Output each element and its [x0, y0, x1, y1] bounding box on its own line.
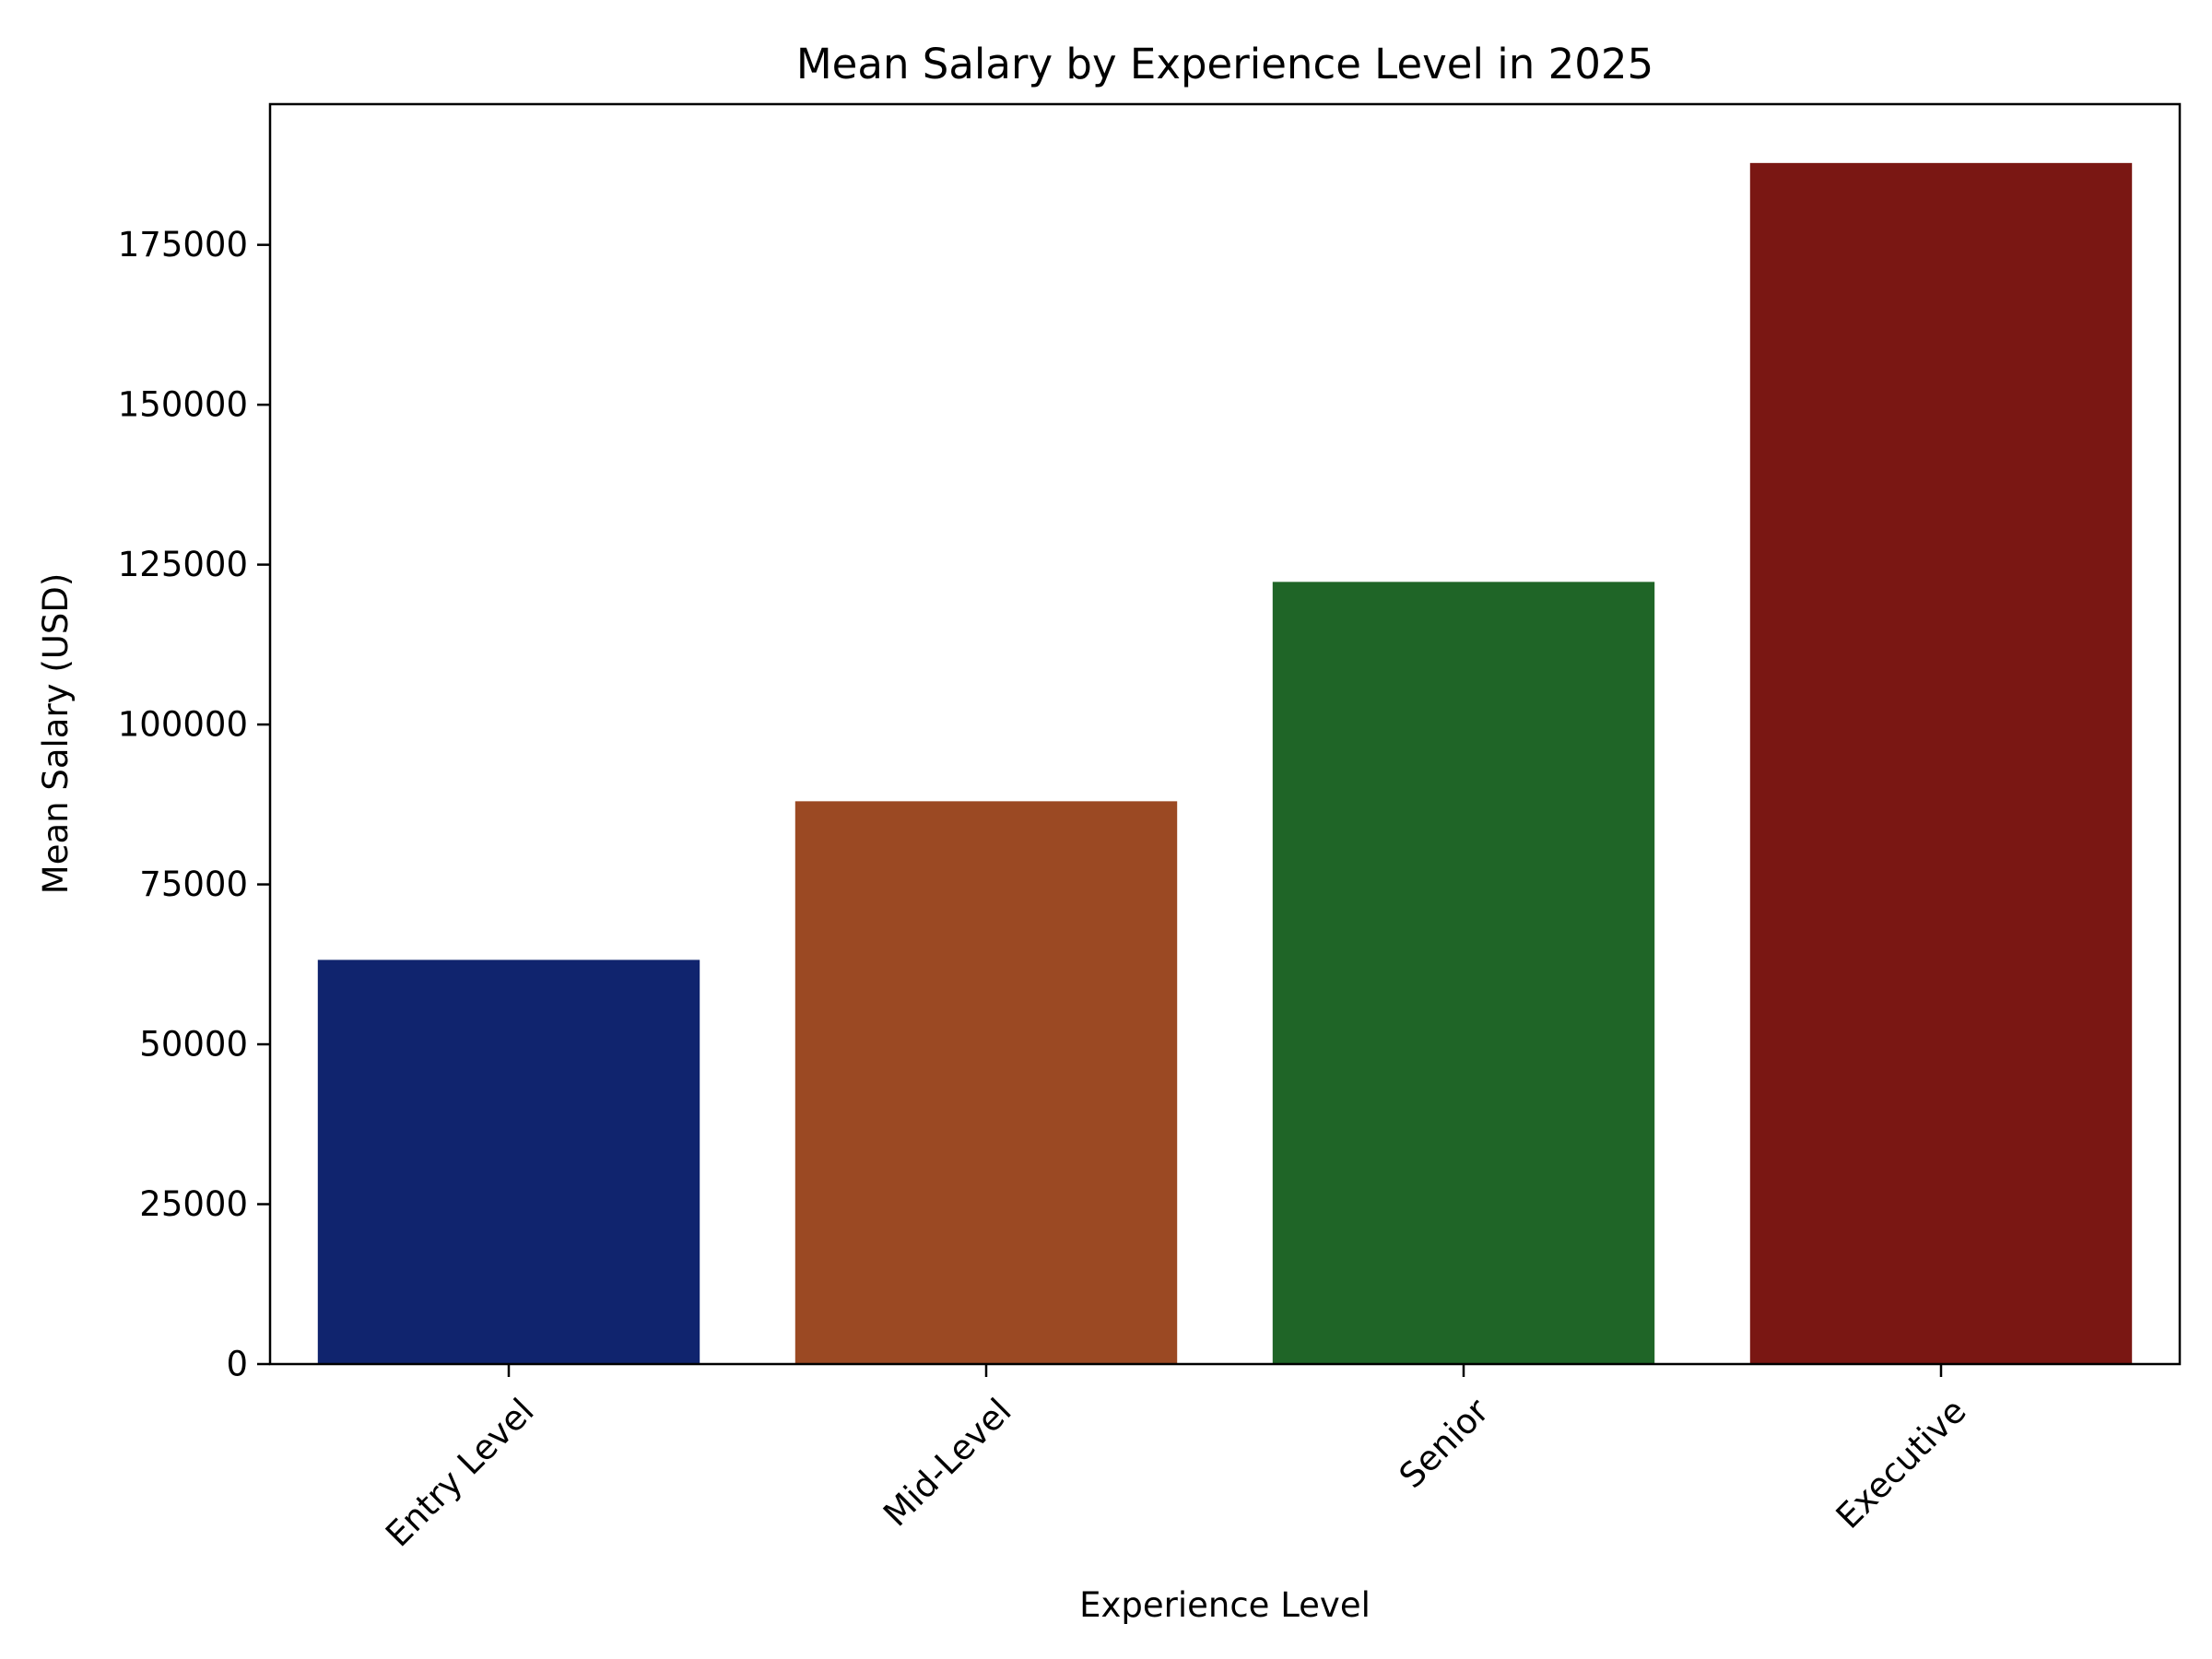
bars-layer — [317, 162, 2133, 1365]
x-axis-label: Experience Level — [1079, 1585, 1371, 1625]
y-tick-label: 25000 — [139, 1184, 248, 1224]
bar — [317, 959, 700, 1364]
bar — [1749, 162, 2133, 1365]
y-tick-label: 100000 — [118, 705, 248, 745]
y-tick-label: 50000 — [139, 1025, 248, 1065]
y-tick-label: 0 — [226, 1345, 248, 1384]
bar — [794, 801, 1178, 1364]
y-tick-label: 125000 — [118, 545, 248, 584]
y-axis-ticks: 0 25000 50000 75000 100000 125000 150000 175000 — [118, 225, 270, 1384]
y-tick-label: 150000 — [118, 385, 248, 425]
y-tick-label: 175000 — [118, 225, 248, 265]
chart-title: Mean Salary by Experience Level in 2025 — [796, 40, 1653, 88]
plot-frame — [268, 102, 2182, 1366]
bar — [1272, 582, 1655, 1364]
y-axis-label: Mean Salary (USD) — [36, 573, 76, 894]
y-tick-label: 75000 — [139, 865, 248, 904]
